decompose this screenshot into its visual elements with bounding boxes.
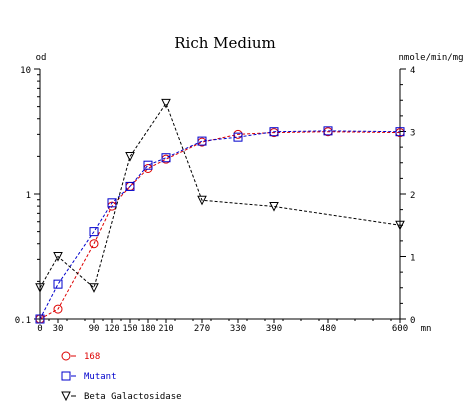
- data-point: [107, 198, 117, 208]
- x-tick-label: 150: [123, 324, 138, 334]
- legend-item: 168: [61, 351, 100, 362]
- y-right-tick-label: 3: [410, 129, 415, 139]
- data-point: [197, 136, 207, 146]
- series-line: [39, 130, 401, 320]
- data-point: [395, 220, 405, 231]
- data-point: [269, 127, 279, 137]
- data-point: [89, 227, 99, 237]
- x-axis-label: mn: [421, 324, 432, 334]
- y-left-tick-label: 0.1: [15, 316, 31, 326]
- y-axis-left-label: od: [36, 53, 47, 63]
- data-point: [143, 160, 153, 170]
- x-tick-label: 210: [159, 324, 174, 334]
- series-layer: [35, 98, 405, 324]
- y-right-tick-label: 2: [410, 191, 415, 201]
- legend-label: Mutant: [84, 372, 117, 382]
- data-point: [269, 202, 279, 212]
- axes: od nmole/min/mg mn 0.1 1 10 0 1 2 3 4 0 30 90 120 150 18…: [15, 53, 464, 334]
- legend-item: Beta Galactosidase: [61, 391, 182, 402]
- data-point: [161, 153, 171, 163]
- y-axis-right-label: nmole/min/mg: [398, 53, 463, 63]
- legend-item: Mutant: [61, 371, 117, 382]
- x-tick-label: 90: [89, 324, 100, 334]
- x-tick-label: 600: [392, 324, 408, 334]
- x-tick-label: 30: [53, 324, 64, 334]
- legend: 168 Mutant Beta Galactosidase: [61, 351, 182, 402]
- data-point: [53, 252, 63, 262]
- data-point: [35, 283, 45, 293]
- data-point: [395, 127, 405, 137]
- legend-marker: [61, 371, 71, 381]
- data-point: [53, 279, 63, 289]
- legend-marker: [61, 351, 71, 361]
- chart-title: Rich Medium: [174, 34, 275, 52]
- y-left-tick-label: 10: [20, 66, 31, 76]
- series-line: [39, 131, 401, 320]
- x-tick-label: 480: [320, 324, 336, 334]
- legend-label: 168: [84, 352, 100, 362]
- y-right-tick-label: 4: [410, 66, 415, 76]
- data-point: [323, 126, 333, 136]
- series-0: [35, 127, 405, 324]
- data-point: [89, 283, 99, 293]
- data-point: [125, 181, 135, 191]
- data-point: [233, 132, 243, 142]
- data-point: [125, 152, 135, 162]
- data-point: [197, 195, 207, 206]
- x-tick-label: 120: [105, 324, 120, 334]
- data-point: [143, 163, 153, 173]
- y-left-tick-label: 1: [26, 191, 31, 201]
- y-right-tick-label: 0: [410, 316, 415, 326]
- x-tick-label: 330: [230, 324, 246, 334]
- x-tick-label: 180: [141, 324, 156, 334]
- data-point: [161, 98, 171, 109]
- series-1: [35, 126, 405, 324]
- x-tick-label: 270: [194, 324, 210, 334]
- x-tick-label: 390: [266, 324, 282, 334]
- x-tick-label: 0: [37, 324, 42, 334]
- data-point: [35, 314, 45, 324]
- data-point: [89, 239, 99, 249]
- legend-marker: [61, 391, 71, 402]
- series-line: [39, 102, 401, 289]
- data-point: [53, 304, 63, 314]
- series-2: [35, 98, 405, 293]
- legend-label: Beta Galactosidase: [84, 392, 182, 402]
- y-right-tick-label: 1: [410, 254, 415, 264]
